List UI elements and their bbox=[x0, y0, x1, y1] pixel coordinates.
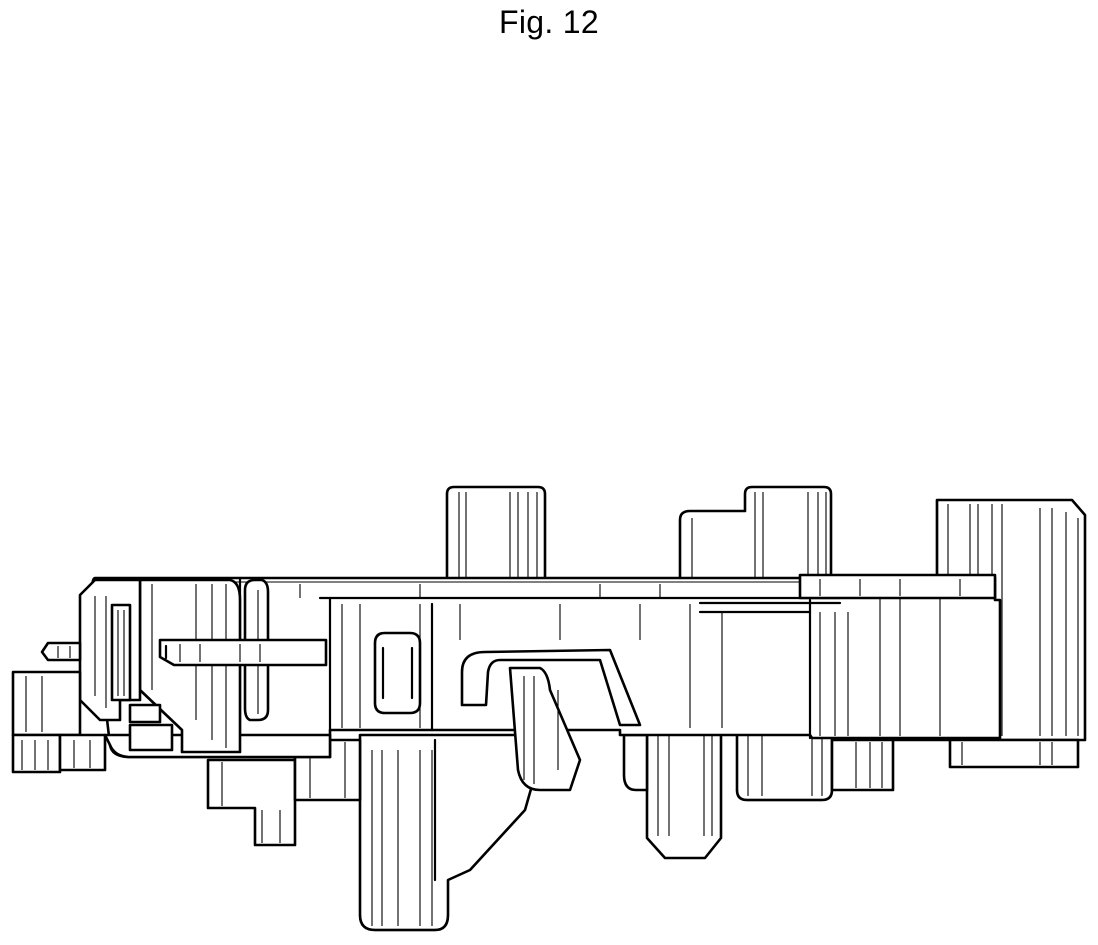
window-slot bbox=[375, 633, 420, 713]
lower-foot bbox=[360, 735, 535, 930]
right-shelf bbox=[800, 575, 995, 598]
upper-post-right bbox=[680, 487, 831, 580]
upper-post-left bbox=[447, 487, 545, 580]
upper-pin bbox=[160, 640, 326, 665]
left-pin bbox=[42, 643, 80, 660]
